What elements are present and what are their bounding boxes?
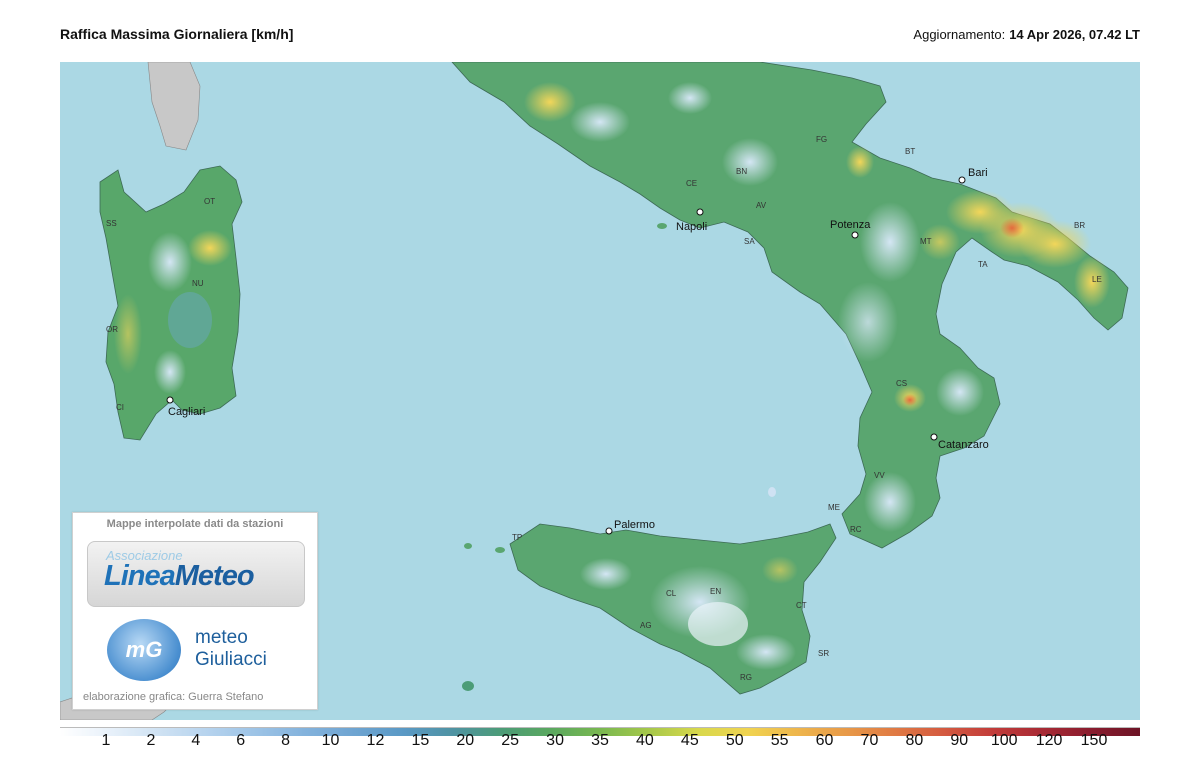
city-cagliari-label: Cagliari [168,406,205,418]
scale-label: 25 [501,732,520,749]
scale-label: 40 [636,732,654,749]
city-potenza-label: Potenza [830,219,871,231]
city-bari-label: Bari [968,167,988,179]
svg-text:EN: EN [710,587,721,596]
svg-text:LE: LE [1092,275,1102,284]
city-napoli-label: Napoli [676,221,707,233]
egadi-island [495,547,505,553]
color-scale-bar [60,727,1140,736]
svg-text:RG: RG [740,673,752,682]
svg-text:FG: FG [816,135,827,144]
city-markers: Napoli Bari Potenza Cagliari Catanzaro P… [166,167,989,535]
corsica-landmass [147,62,201,151]
scale-label: 100 [990,732,1018,749]
svg-text:AG: AG [640,621,652,630]
svg-text:ME: ME [828,503,840,512]
svg-text:RC: RC [850,525,862,534]
scale-label: 30 [546,732,564,749]
update-label: Aggiornamento: [913,27,1006,42]
lineameteo-wordmark: LineaMeteo [104,560,255,592]
svg-text:TP: TP [512,533,522,542]
scale-label: 1 [101,732,111,749]
pantelleria-island [462,681,474,691]
svg-text:AV: AV [756,201,767,210]
color-scale-labels: 1 2 4 6 8 10 12 15 20 25 30 35 40 45 50 55 60 70 80 90 100 12… [0,732,1200,752]
graphics-credit: elaborazione grafica: Guerra Stefano [83,691,264,703]
scale-label: 20 [456,732,475,749]
logo-caption: Mappe interpolate dati da stazioni [106,518,284,530]
ischia-island [657,223,667,229]
map-title: Raffica Massima Giornaliera [km/h] [60,26,294,42]
city-catanzaro-label: Catanzaro [938,439,989,451]
lineameteo-logo: Associazione LineaMeteo [87,541,305,607]
ustica-island [464,543,472,549]
svg-text:OT: OT [204,197,215,206]
svg-text:CI: CI [116,403,124,412]
svg-text:SR: SR [818,649,829,658]
svg-text:NU: NU [192,279,204,288]
scale-label: 80 [905,732,924,749]
map-canvas: Napoli Bari Potenza Cagliari Catanzaro P… [60,62,1129,720]
lineameteo-assoc-text: Associazione [106,548,183,563]
scale-label: 60 [815,732,834,749]
svg-text:CE: CE [686,179,697,188]
svg-text:CT: CT [796,601,807,610]
meteogiuliacci-logo-icon: mG [99,615,181,681]
scale-label: 12 [366,732,385,749]
scale-label: 120 [1035,732,1063,749]
scale-label: 2 [146,732,156,749]
svg-text:TA: TA [978,260,988,269]
meteogiuliacci-wordmark: meteo Giuliacci [195,627,267,670]
sponsor-logo-panel: Mappe interpolate dati da stazioni Assoc… [72,512,318,710]
scale-label: 35 [591,732,609,749]
province-labels: OT SS NU OR CI FG BT CE BN AV SA MT BR T… [106,135,1102,682]
scale-label: 45 [680,732,699,749]
scale-label: 10 [321,732,340,749]
svg-text:BN: BN [736,167,747,176]
scale-label: 70 [860,732,879,749]
peninsula-landmass [451,62,1129,549]
scale-label: 6 [236,732,246,749]
scale-label: 15 [411,732,430,749]
update-value: 14 Apr 2026, 07.42 LT [1009,27,1140,42]
svg-text:SA: SA [744,237,755,246]
update-timestamp: Aggiornamento: 14 Apr 2026, 07.42 LT [913,27,1140,42]
scale-label: 8 [281,732,291,749]
svg-text:CS: CS [896,379,907,388]
svg-text:BT: BT [905,147,915,156]
svg-text:CL: CL [666,589,677,598]
svg-text:BR: BR [1074,221,1085,230]
svg-text:OR: OR [106,325,118,334]
svg-text:MT: MT [920,237,932,246]
stromboli-island [768,487,776,497]
scale-label: 4 [191,732,201,749]
scale-label: 55 [770,732,789,749]
scale-label: 150 [1080,732,1108,749]
scale-label: 50 [725,732,744,749]
city-palermo-label: Palermo [614,519,655,531]
svg-text:VV: VV [874,471,885,480]
scale-label: 90 [950,732,969,749]
svg-text:SS: SS [106,219,117,228]
